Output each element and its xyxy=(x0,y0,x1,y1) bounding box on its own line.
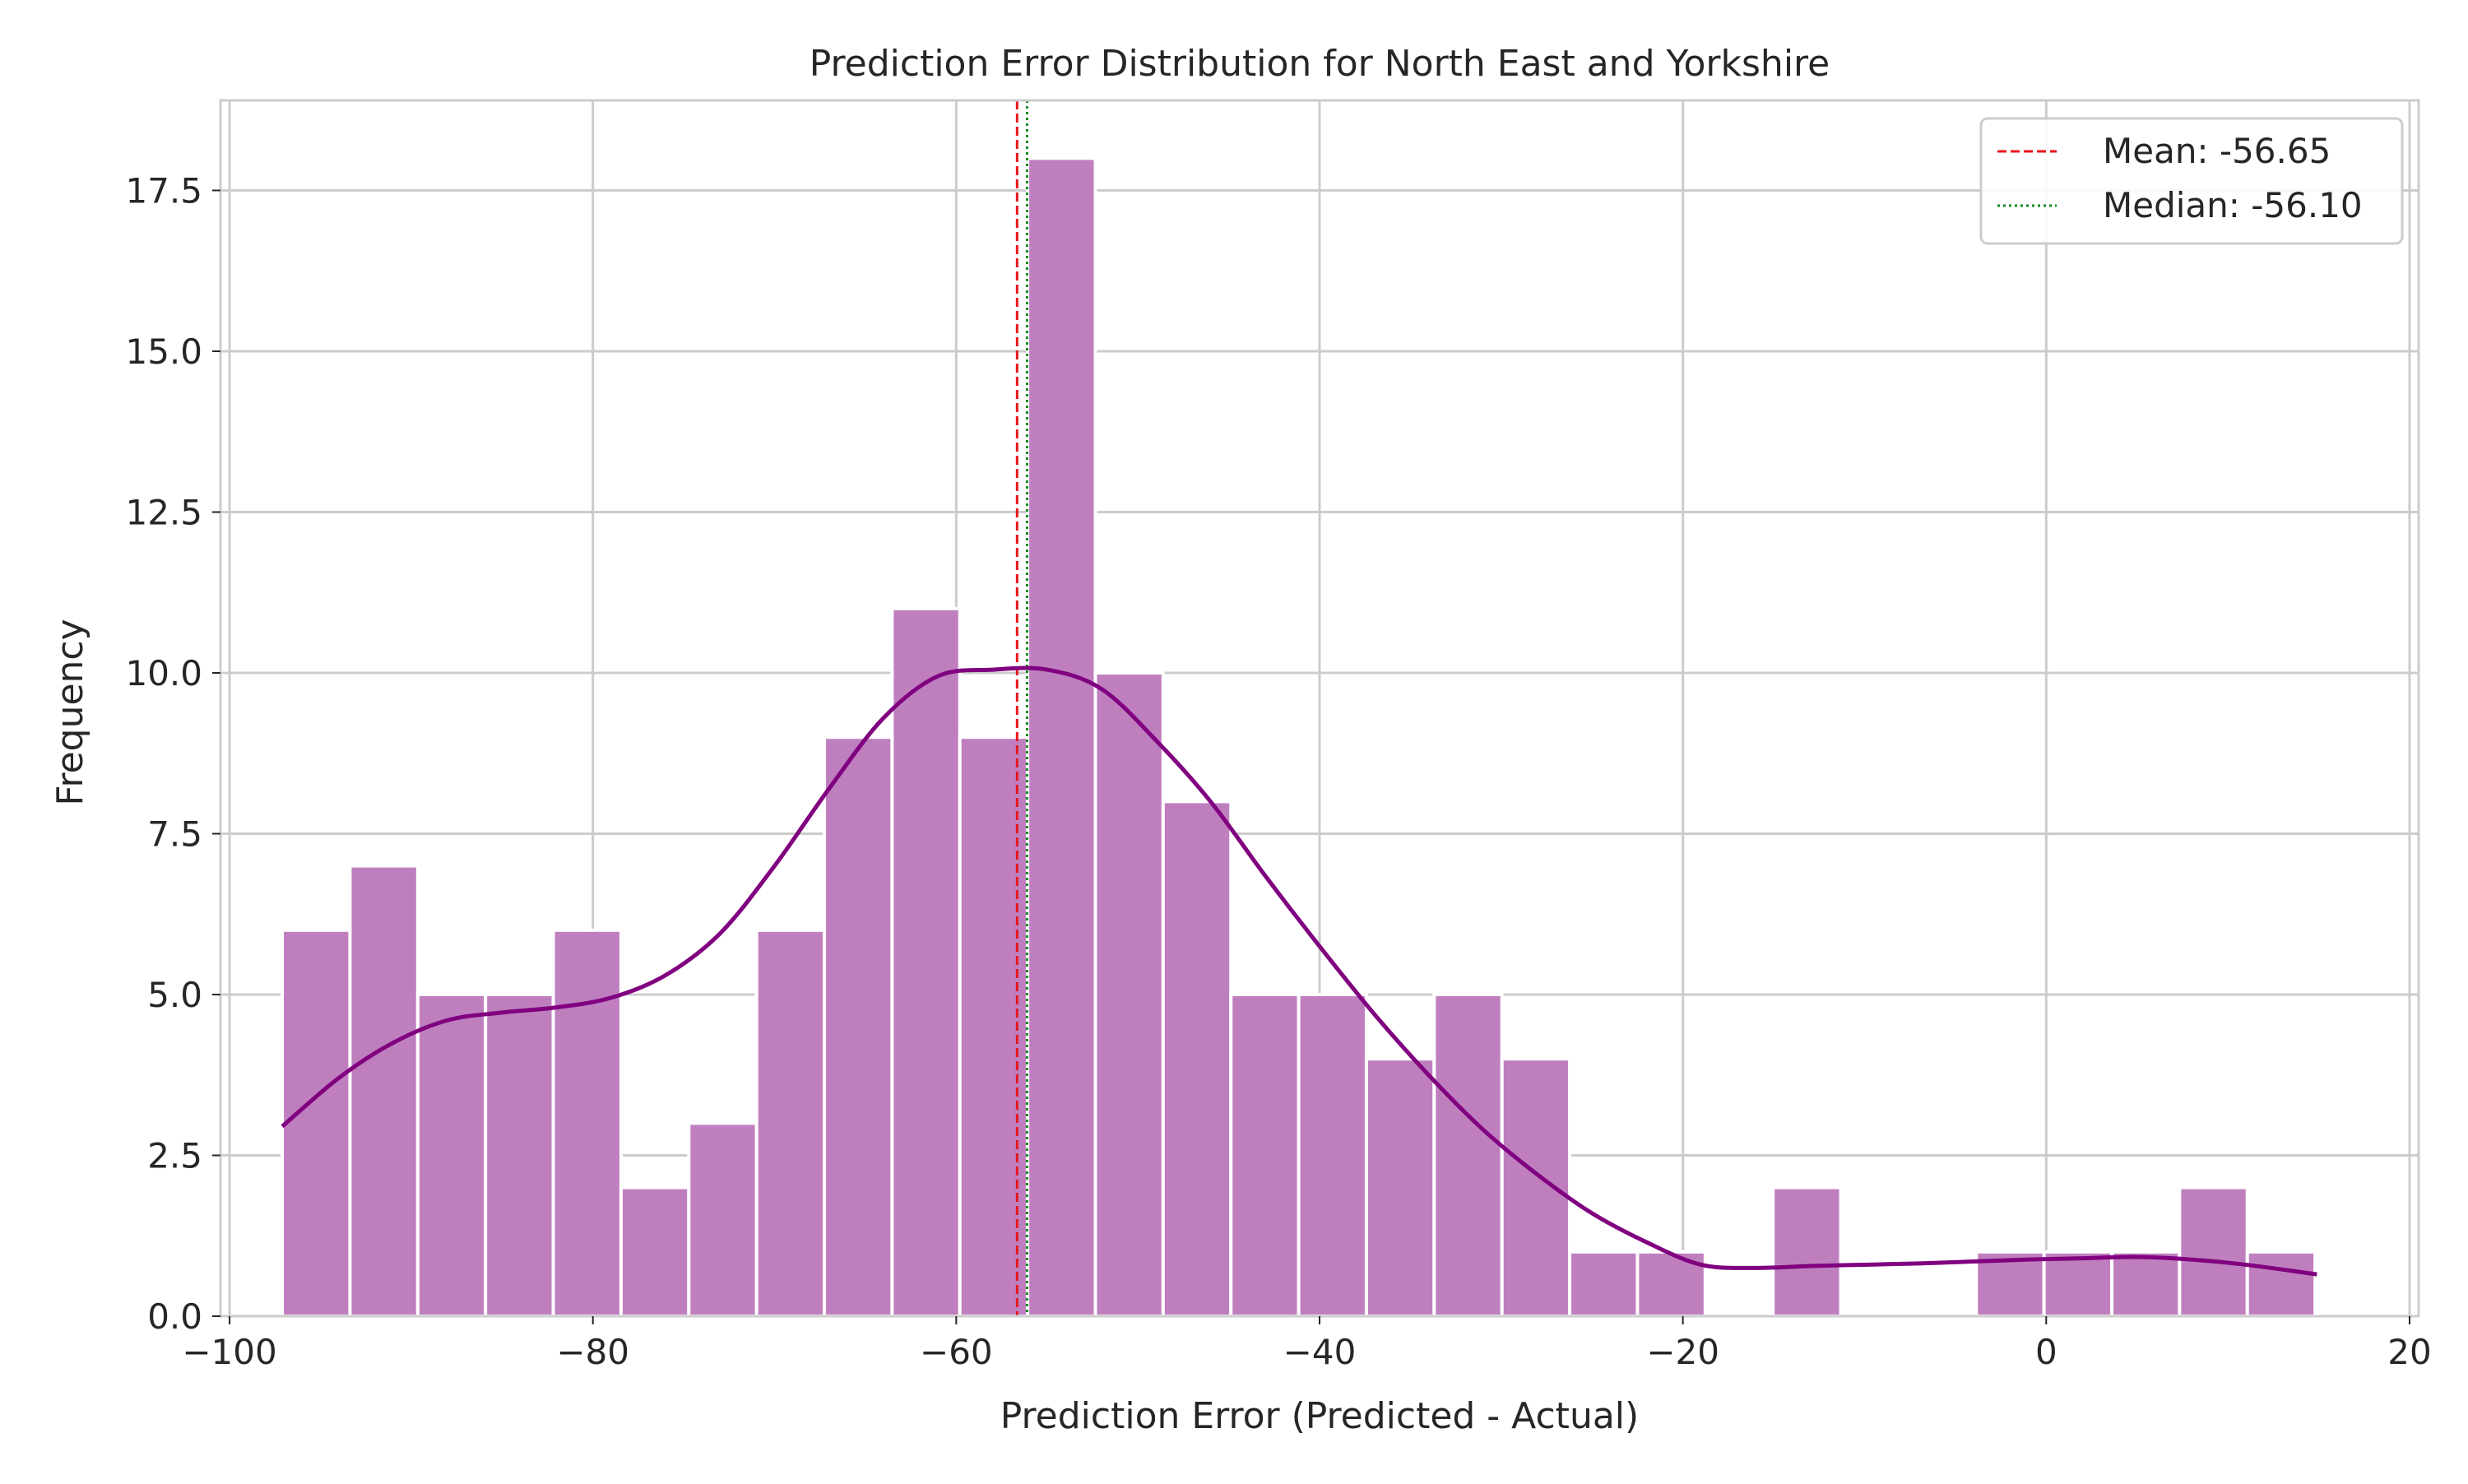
kde-curve-layer xyxy=(281,665,2317,1277)
histogram-bar xyxy=(1500,1057,1572,1319)
y-tick-label: 12.5 xyxy=(125,492,202,532)
histogram-bar xyxy=(823,735,894,1318)
legend-box xyxy=(1979,117,2404,245)
histogram-bar xyxy=(484,992,555,1319)
y-tick-label: 0.0 xyxy=(147,1296,202,1337)
x-axis-label: Prediction Error (Predicted - Actual) xyxy=(1000,1395,1639,1437)
x-tick-label: −100 xyxy=(182,1332,276,1372)
y-tick-label: 7.5 xyxy=(147,814,202,854)
x-tick-label: 0 xyxy=(2035,1332,2057,1372)
histogram-bars xyxy=(281,156,2317,1319)
histogram-bar xyxy=(1026,156,1097,1318)
y-tick-label: 17.5 xyxy=(125,170,202,211)
histogram-bar xyxy=(1161,800,1233,1318)
histogram-bar xyxy=(2042,1250,2114,1319)
histogram-bar xyxy=(890,606,962,1318)
y-tick-label: 15.0 xyxy=(125,332,202,372)
histogram-bar xyxy=(1568,1250,1640,1319)
histogram-bar xyxy=(1297,992,1368,1319)
histogram-bar xyxy=(2245,1250,2317,1319)
y-axis-label: Frequency xyxy=(49,619,91,805)
histogram-bar xyxy=(2110,1250,2182,1319)
legend-mean-label: Mean: -56.65 xyxy=(2103,131,2331,171)
histogram-bar xyxy=(754,928,827,1319)
y-tick-label: 5.0 xyxy=(147,975,202,1015)
x-tick-label: −60 xyxy=(920,1332,993,1372)
x-tick-label: −80 xyxy=(556,1332,629,1372)
chart-title: Prediction Error Distribution for North … xyxy=(810,43,1830,85)
histogram-bar xyxy=(281,928,352,1319)
histogram-bar xyxy=(1771,1185,1843,1319)
histogram-bar xyxy=(551,928,623,1319)
legend-median-label: Median: -56.10 xyxy=(2103,185,2363,225)
x-tick-label: 20 xyxy=(2387,1332,2431,1372)
histogram-bar xyxy=(1229,992,1301,1319)
histogram-bar xyxy=(619,1185,691,1319)
kde-curve xyxy=(281,665,2317,1277)
histogram-bar xyxy=(1093,670,1165,1318)
histogram-bar xyxy=(687,1121,758,1319)
histogram-bar xyxy=(348,864,420,1319)
y-axis-ticks: 0.0 2.5 5.0 7.5 10.0 12.5 15.0 17.5 xyxy=(125,170,220,1337)
histogram-bar xyxy=(2178,1185,2249,1319)
histogram-bar xyxy=(415,992,488,1319)
x-axis-ticks: −100 −80 −60 −40 −20 0 20 xyxy=(182,1316,2432,1372)
y-tick-label: 10.0 xyxy=(125,653,202,693)
histogram-bar xyxy=(1364,1057,1436,1319)
x-tick-label: −20 xyxy=(1646,1332,1719,1372)
histogram-bar xyxy=(1432,992,1504,1319)
y-tick-label: 2.5 xyxy=(147,1135,202,1176)
legend: Mean: -56.65 Median: -56.10 xyxy=(1979,117,2404,245)
x-tick-label: −40 xyxy=(1283,1332,1357,1372)
reference-lines xyxy=(1015,100,1028,1316)
